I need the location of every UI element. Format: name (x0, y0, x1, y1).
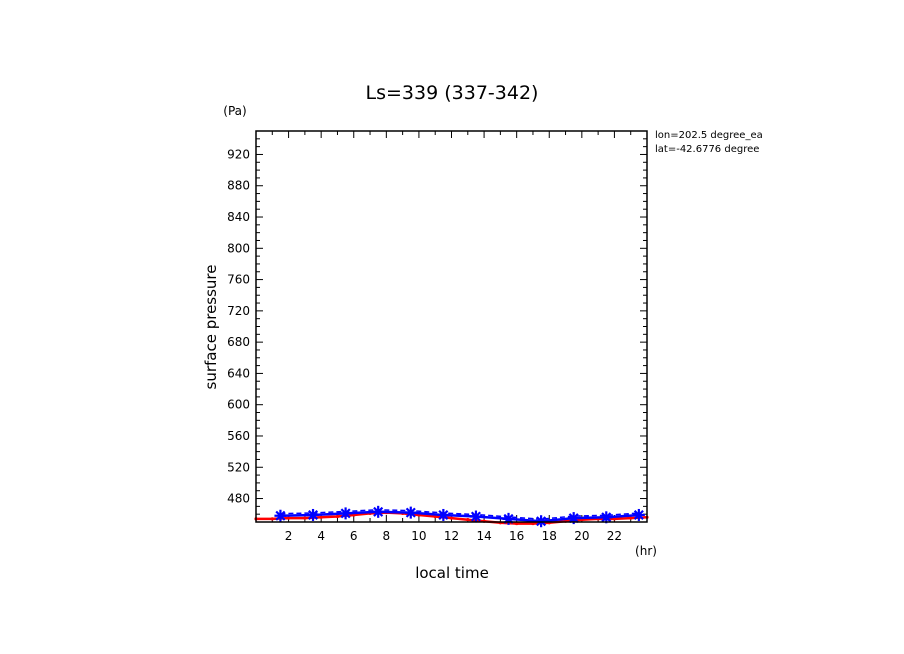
x-tick-label: 6 (350, 529, 358, 543)
series-0-point (270, 517, 274, 521)
star-stroke (405, 507, 416, 518)
y-tick-label: 760 (227, 273, 250, 287)
y-tick-label: 720 (227, 304, 250, 318)
x-tick-label: 12 (444, 529, 459, 543)
series-0-point (433, 514, 437, 519)
series-0-point (629, 516, 633, 520)
x-tick-label: 2 (285, 529, 293, 543)
x-unit-label: (hr) (635, 544, 657, 558)
y-tick-label: 600 (227, 398, 250, 412)
series-0-point (303, 516, 307, 520)
y-tick-label: 840 (227, 210, 250, 224)
star-stroke (275, 510, 286, 521)
x-axis-label: local time (415, 564, 489, 582)
series-1-point (372, 505, 385, 518)
y-unit-label: (Pa) (223, 104, 246, 118)
star-stroke (601, 512, 612, 523)
x-tick-label: 14 (476, 529, 491, 543)
y-tick-label: 680 (227, 335, 250, 349)
y-tick-label: 480 (227, 492, 250, 506)
series-1-point (404, 506, 417, 519)
series-0-point (466, 518, 470, 522)
series-1-point (502, 512, 515, 525)
series-1-point (632, 508, 645, 521)
series-0-point (319, 515, 323, 519)
plot-frame (255, 130, 648, 523)
star-stroke (438, 509, 449, 520)
x-tick-label: 22 (607, 529, 622, 543)
series-0-point (335, 514, 340, 519)
star-stroke (308, 509, 319, 520)
star-stroke (470, 511, 481, 522)
x-tick-label: 4 (317, 529, 325, 543)
series-layer (254, 505, 649, 528)
series-1-point (274, 509, 287, 522)
x-tick-label: 16 (509, 529, 524, 543)
series-1-point (307, 508, 320, 521)
y-tick-label: 560 (227, 429, 250, 443)
x-tick-label: 20 (574, 529, 589, 543)
y-tick-label: 640 (227, 366, 250, 380)
series-1-dashed-line (280, 509, 639, 520)
y-tick-label: 800 (227, 241, 250, 255)
star-stroke (633, 509, 644, 520)
series-0-point (449, 516, 454, 520)
axis-ticks: 2 4 6 8 10 12 14 16 18 20 22 480 520 560 600 640 680 720 7… (227, 131, 647, 543)
y-tick-label: 880 (227, 179, 250, 193)
star-stroke (373, 506, 384, 517)
y-tick-label: 920 (227, 147, 250, 161)
x-tick-label: 10 (411, 529, 426, 543)
star-stroke (568, 513, 579, 524)
y-tick-label: 520 (227, 460, 250, 474)
x-tick-label: 18 (542, 529, 557, 543)
location-annotation-lat: lat=-42.6776 degree (655, 144, 759, 155)
star-stroke (536, 516, 547, 527)
series-1-point (339, 507, 352, 520)
chart-title: Ls=339 (337-342) (366, 82, 539, 104)
series-0-point (531, 521, 535, 526)
series-1-point (437, 508, 450, 521)
y-axis-label: surface pressure (202, 265, 220, 390)
x-tick-label: 8 (383, 529, 391, 543)
series-1-point (535, 515, 548, 528)
location-annotation-lon: lon=202.5 degree_ea (655, 130, 763, 141)
series-0-point (612, 517, 617, 521)
star-stroke (340, 508, 351, 519)
series-0-point (286, 516, 291, 520)
series-0-point (515, 521, 519, 526)
series-1-point (469, 510, 482, 523)
